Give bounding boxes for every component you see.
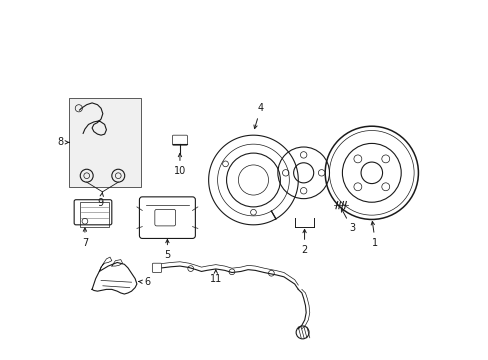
Text: 9: 9 [98,192,103,208]
Text: 6: 6 [139,277,150,287]
Text: 3: 3 [341,208,354,233]
Text: 2: 2 [301,229,307,255]
Text: 5: 5 [164,239,170,260]
Text: 1: 1 [370,221,378,248]
Text: 8: 8 [58,138,69,147]
Text: 10: 10 [173,153,186,176]
Bar [69,98,141,187]
Circle shape [300,152,306,158]
Text: 4: 4 [253,103,263,129]
Circle shape [282,170,288,176]
Text: 7: 7 [81,228,88,248]
Bar [80,202,109,227]
Circle shape [300,188,306,194]
Circle shape [318,170,324,176]
Text: 11: 11 [209,270,222,284]
